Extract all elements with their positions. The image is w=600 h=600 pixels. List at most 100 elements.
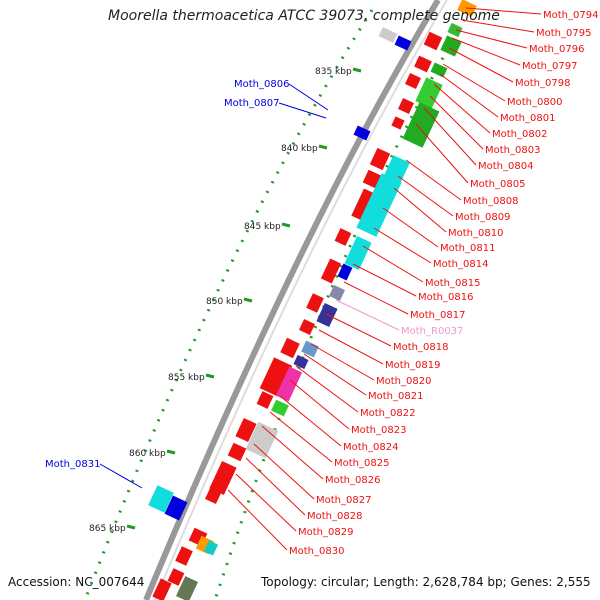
gene-block[interactable]: [271, 399, 289, 417]
gene-label-right[interactable]: Moth_0796: [529, 44, 584, 55]
gene-block[interactable]: [447, 22, 463, 38]
gene-label-right[interactable]: Moth_0818: [393, 342, 448, 353]
gene-label-left[interactable]: Moth_0831: [45, 459, 100, 470]
label-leader: [352, 263, 417, 297]
gene-block[interactable]: [245, 421, 279, 459]
gene-block[interactable]: [175, 546, 193, 566]
gene-block[interactable]: [384, 155, 410, 183]
gene-block[interactable]: [394, 35, 412, 51]
gene-block[interactable]: [356, 173, 402, 237]
label-leader: [442, 63, 506, 102]
backbone-edge: [154, 0, 448, 600]
gene-label-right[interactable]: Moth_0824: [343, 442, 398, 453]
gene-block[interactable]: [209, 461, 237, 495]
gene-label-right[interactable]: Moth_0828: [307, 511, 362, 522]
gene-block[interactable]: [167, 568, 185, 586]
gene-label-left[interactable]: Moth_0807: [224, 98, 279, 109]
scale-label: 865 kbp: [89, 524, 126, 534]
gene-label-right[interactable]: Moth_0820: [376, 376, 431, 387]
gene-label-right[interactable]: Moth_0827: [316, 495, 371, 506]
gene-label-right[interactable]: Moth_0817: [410, 310, 465, 321]
gene-block[interactable]: [351, 188, 377, 222]
gene-label-right[interactable]: Moth_0808: [463, 196, 518, 207]
gene-block[interactable]: [301, 340, 319, 358]
gene-label-right[interactable]: Moth_0814: [433, 259, 488, 270]
gene-label-right[interactable]: Moth_0794: [543, 10, 598, 21]
label-leader: [99, 463, 143, 489]
scale-tick: [166, 449, 176, 455]
gene-block[interactable]: [275, 366, 303, 402]
gene-block[interactable]: [203, 540, 219, 556]
gene-label-right[interactable]: Moth_0804: [478, 161, 533, 172]
gene-label-right[interactable]: Moth_0830: [289, 546, 344, 557]
label-leader: [335, 299, 400, 331]
gene-block[interactable]: [148, 485, 174, 513]
gene-block[interactable]: [405, 73, 421, 89]
gene-block[interactable]: [205, 488, 221, 504]
gene-label-right[interactable]: Moth_0805: [470, 179, 525, 190]
scale-tick: [318, 144, 328, 150]
backbone-line: [143, 0, 441, 600]
gene-label-right[interactable]: Moth_0825: [334, 458, 389, 469]
gene-label-right[interactable]: Moth_0826: [325, 475, 380, 486]
gene-label-right[interactable]: Moth_0811: [440, 243, 495, 254]
scale-label: 860 kbp: [129, 449, 166, 459]
gene-block[interactable]: [293, 354, 309, 370]
gene-label-right[interactable]: Moth_0800: [507, 97, 562, 108]
gene-label-right[interactable]: Moth_0802: [492, 129, 547, 140]
gene-block[interactable]: [235, 417, 257, 443]
gene-label-right[interactable]: Moth_0803: [485, 145, 540, 156]
gene-label-right[interactable]: Moth_0797: [522, 61, 577, 72]
label-leader: [451, 37, 521, 66]
gene-block[interactable]: [227, 442, 247, 462]
gene-block[interactable]: [164, 495, 188, 521]
gene-label-right[interactable]: Moth_0795: [536, 28, 591, 39]
gene-block[interactable]: [320, 258, 342, 284]
gene-block[interactable]: [280, 337, 300, 359]
gene-block[interactable]: [440, 35, 462, 57]
label-leader: [245, 457, 306, 516]
gene-label-right[interactable]: Moth_0823: [351, 425, 406, 436]
gene-label-right[interactable]: Moth_0798: [515, 78, 570, 89]
gene-block[interactable]: [337, 263, 353, 281]
scale-tick: [281, 222, 291, 228]
gene-label-right[interactable]: Moth_0809: [455, 212, 510, 223]
gene-label-right[interactable]: Moth_0810: [448, 228, 503, 239]
gene-block[interactable]: [353, 125, 371, 141]
gene-block[interactable]: [423, 31, 443, 51]
gene-label-right[interactable]: Moth_0822: [360, 408, 415, 419]
accession-text: Accession: NC_007644: [8, 575, 145, 589]
gene-block[interactable]: [329, 285, 345, 301]
gene-label-right[interactable]: Moth_R0037: [401, 326, 463, 337]
label-leader: [429, 95, 484, 150]
label-leader: [343, 281, 409, 315]
gene-label-right[interactable]: Moth_0815: [425, 278, 480, 289]
gene-block[interactable]: [344, 236, 372, 270]
scale-label: 835 kbp: [315, 67, 352, 77]
gene-block[interactable]: [176, 576, 198, 600]
gene-label-right[interactable]: Moth_0829: [298, 527, 353, 538]
gene-block[interactable]: [299, 319, 315, 335]
gene-block[interactable]: [378, 27, 398, 43]
gene-block[interactable]: [152, 578, 172, 600]
gene-label-right[interactable]: Moth_0801: [500, 113, 555, 124]
gene-block[interactable]: [306, 293, 324, 313]
gene-block[interactable]: [430, 62, 448, 78]
gene-block[interactable]: [362, 169, 382, 189]
gene-label-right[interactable]: Moth_0819: [385, 360, 440, 371]
label-leader: [405, 159, 462, 201]
gene-block[interactable]: [334, 228, 352, 246]
gene-label-right[interactable]: Moth_0821: [368, 391, 423, 402]
gene-block[interactable]: [259, 357, 293, 397]
gene-label-right[interactable]: Moth_0816: [418, 292, 473, 303]
gene-block[interactable]: [402, 102, 440, 148]
gene-block[interactable]: [369, 147, 391, 171]
label-leader: [433, 83, 491, 134]
gene-block[interactable]: [391, 116, 405, 130]
gene-block[interactable]: [414, 55, 432, 73]
gene-labels: Moth_0806 Moth_0807 Moth_0831 Moth_0794 Moth…: [45, 10, 598, 557]
label-leader: [269, 411, 333, 463]
gene-block[interactable]: [256, 391, 274, 409]
gene-label-left[interactable]: Moth_0806: [234, 79, 289, 90]
gene-block[interactable]: [398, 98, 414, 114]
